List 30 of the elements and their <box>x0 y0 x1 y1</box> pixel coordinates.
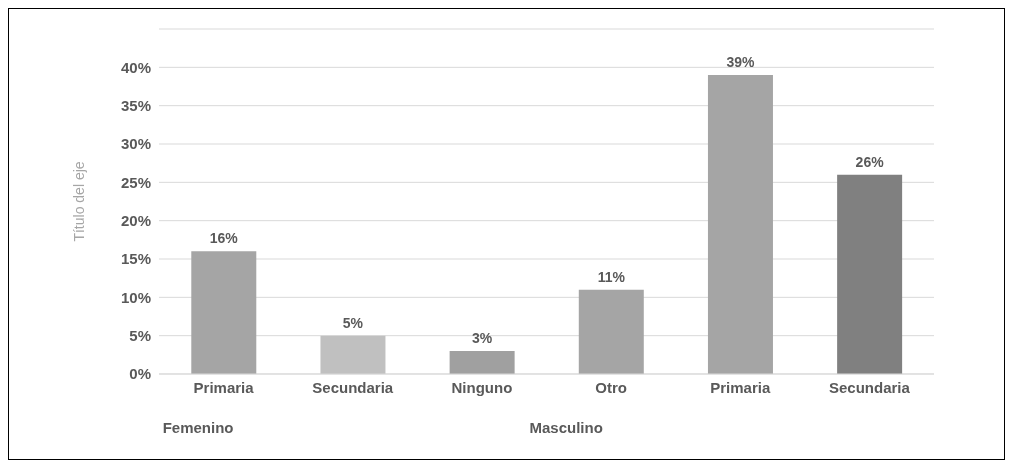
data-label: 11% <box>597 268 626 285</box>
text: Masculino <box>529 419 603 436</box>
x-tick-label: Secundaria <box>828 378 911 396</box>
y-tick-label: 0% <box>129 365 151 383</box>
data-label: 16% <box>209 230 239 247</box>
data-label: 26% <box>855 153 885 170</box>
x-tick-label: Secundaria <box>312 378 394 396</box>
bar <box>449 351 515 374</box>
y-tick-label: 25% <box>120 173 151 191</box>
y-tick-label: 35% <box>120 96 151 114</box>
y-tick-label: 20% <box>120 211 151 229</box>
text: Femenino <box>162 419 234 436</box>
bar <box>578 289 644 374</box>
y-tick-label: 40% <box>120 58 151 76</box>
x-tick-label: Otro <box>595 378 627 396</box>
y-axis-title: Título del eje <box>70 161 87 242</box>
x-tick-label: Ninguno <box>451 378 513 396</box>
x-tick-label: Primaria <box>193 378 255 396</box>
y-tick-label: 30% <box>120 135 151 153</box>
data-label: 39% <box>726 54 756 70</box>
x-tick-label: Primaria <box>710 378 771 396</box>
y-tick-label: 10% <box>120 288 151 306</box>
bar <box>191 251 257 374</box>
data-label: 3% <box>472 330 493 346</box>
data-label: 5% <box>342 314 364 331</box>
bar <box>320 335 386 374</box>
y-tick-label: 15% <box>120 250 151 268</box>
bar <box>707 75 773 374</box>
y-tick-label: 5% <box>129 326 151 344</box>
bar <box>837 174 903 374</box>
